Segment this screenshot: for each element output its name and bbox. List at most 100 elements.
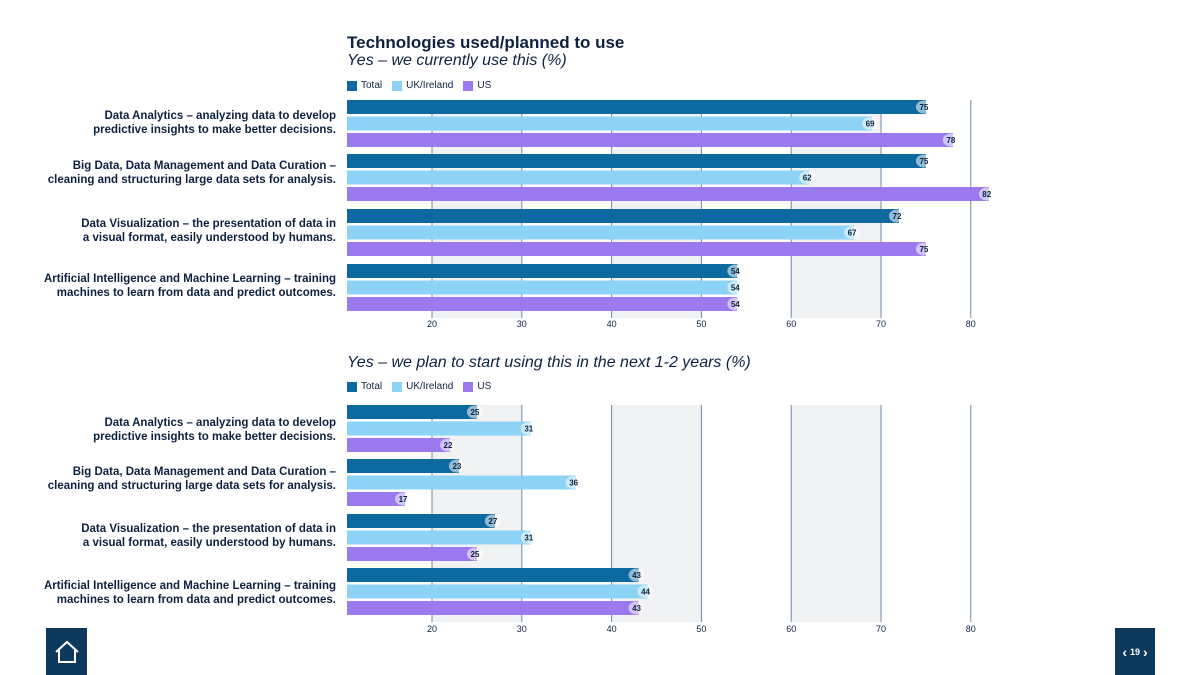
page-number: 19	[1129, 646, 1140, 657]
bar	[347, 584, 648, 599]
bar	[347, 547, 477, 561]
value-bubble	[888, 209, 905, 223]
category-label: Big Data, Data Management and Data Curat…	[47, 466, 336, 492]
data-label: 69	[866, 120, 875, 129]
category-label: Artificial Intelligence and Machine Lear…	[43, 273, 336, 299]
bar	[347, 170, 810, 185]
value-bubble	[915, 100, 932, 114]
data-label: 43	[632, 571, 641, 580]
chart-2-legend: Total UK/Ireland US	[347, 381, 491, 392]
tick-label: 50	[696, 319, 706, 329]
category-label: Artificial Intelligence and Machine Lear…	[43, 580, 336, 606]
tick-label: 60	[786, 624, 796, 634]
value-bubble	[565, 476, 582, 489]
tick-label: 20	[427, 624, 437, 634]
data-label: 25	[470, 408, 479, 417]
data-label: 75	[919, 157, 928, 166]
value-bubble	[395, 492, 412, 506]
value-bubble	[466, 547, 483, 561]
category-label: Data Analytics – analyzing data to devel…	[93, 110, 336, 136]
bar	[347, 280, 738, 295]
value-bubble	[915, 242, 932, 256]
legend-swatch	[392, 381, 403, 392]
bar	[347, 297, 738, 311]
bar	[347, 492, 406, 506]
tick-label: 40	[607, 319, 617, 329]
data-label: 22	[444, 441, 453, 450]
tick-label: 80	[966, 624, 976, 634]
category-label: Data Visualization – the presentation of…	[81, 218, 336, 244]
data-label: 75	[919, 103, 928, 112]
value-bubble	[727, 264, 744, 278]
value-bubble	[628, 601, 645, 615]
bar	[347, 209, 899, 223]
data-label: 62	[803, 174, 812, 183]
bar	[347, 187, 989, 201]
legend-item-us: US	[463, 80, 491, 91]
value-bubble	[466, 405, 483, 419]
bar	[347, 242, 926, 256]
data-label: 43	[632, 604, 641, 613]
data-label: 25	[470, 550, 479, 559]
bar	[347, 568, 639, 582]
chart-1-legend: Total UK/Ireland US	[347, 80, 491, 91]
data-label: 54	[731, 267, 740, 276]
data-label: 27	[488, 517, 497, 526]
bar	[347, 421, 531, 436]
home-icon	[54, 640, 79, 663]
data-label: 23	[452, 462, 461, 471]
value-bubble	[799, 171, 816, 184]
data-label: 78	[946, 136, 955, 145]
data-label: 67	[848, 229, 857, 238]
value-bubble	[520, 422, 537, 435]
legend-swatch	[392, 80, 403, 91]
bar	[347, 116, 873, 131]
chevron-left-icon[interactable]: ‹	[1122, 643, 1127, 660]
bar	[347, 405, 477, 419]
legend-swatch	[463, 80, 474, 91]
value-bubble	[727, 281, 744, 294]
legend-item-us: US	[463, 381, 491, 392]
legend-swatch	[347, 80, 357, 91]
data-label: 44	[641, 588, 650, 597]
data-label: 72	[893, 212, 902, 221]
category-label: Data Analytics – analyzing data to devel…	[93, 417, 336, 443]
page-navigation: ‹ 19 ›	[1115, 628, 1155, 675]
tick-label: 50	[696, 624, 706, 634]
legend-item-total: Total	[347, 381, 382, 392]
data-label: 54	[731, 300, 740, 309]
bar	[347, 438, 450, 452]
legend-swatch	[463, 381, 474, 392]
value-bubble	[915, 154, 932, 168]
tick-label: 60	[786, 319, 796, 329]
bar	[347, 475, 576, 490]
page-title: Technologies used/planned to use	[347, 33, 625, 52]
category-label: Data Visualization – the presentation of…	[81, 523, 336, 549]
tick-label: 40	[607, 624, 617, 634]
tick-label: 20	[427, 319, 437, 329]
value-bubble	[448, 459, 465, 473]
value-bubble	[520, 531, 537, 544]
tick-label: 30	[517, 624, 527, 634]
chart-1-subtitle: Yes – we currently use this (%)	[347, 52, 567, 69]
bar	[347, 100, 926, 114]
data-label: 17	[399, 495, 408, 504]
bar	[347, 225, 855, 240]
home-button[interactable]	[46, 628, 87, 675]
tick-label: 80	[966, 319, 976, 329]
bar	[347, 133, 953, 147]
value-bubble	[439, 438, 456, 452]
data-label: 31	[524, 425, 533, 434]
bar	[347, 514, 495, 528]
legend-swatch	[347, 381, 357, 392]
data-label: 54	[731, 284, 740, 293]
value-bubble	[844, 226, 861, 239]
chevron-right-icon[interactable]: ›	[1143, 643, 1148, 660]
data-label: 31	[524, 534, 533, 543]
category-label: Big Data, Data Management and Data Curat…	[47, 160, 336, 186]
bar	[347, 530, 531, 545]
data-label: 75	[919, 245, 928, 254]
data-label: 36	[569, 479, 578, 488]
legend-item-uk: UK/Ireland	[392, 381, 453, 392]
value-bubble	[637, 585, 654, 598]
